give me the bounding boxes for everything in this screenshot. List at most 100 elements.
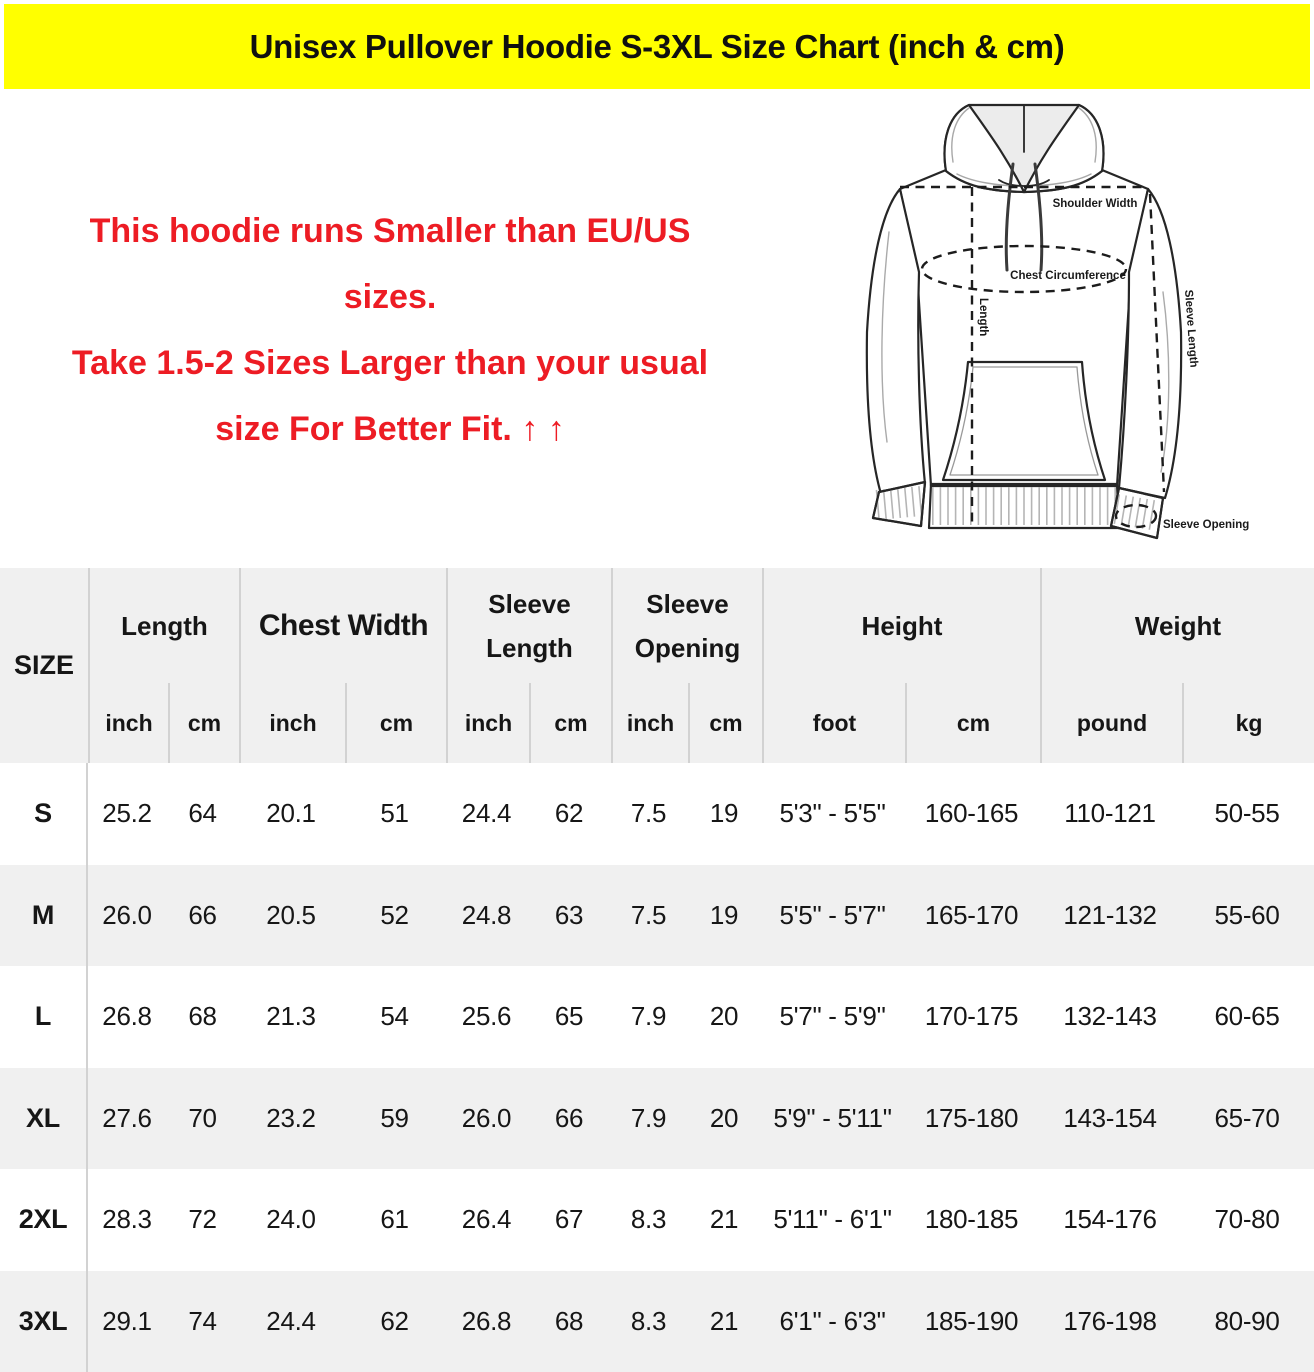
size-cell: XL [0, 1067, 88, 1169]
unit-header: inch [105, 709, 153, 736]
data-cell: 7.9 [630, 1001, 667, 1032]
size-cell: M [0, 864, 88, 966]
data-cell: 50-55 [1214, 798, 1280, 829]
data-cell: 80-90 [1214, 1305, 1280, 1336]
data-cell: 19 [709, 899, 739, 930]
data-cell: 65 [554, 1001, 584, 1032]
column-group-label: Length [121, 610, 208, 641]
sleeve-length-line [1148, 193, 1166, 493]
data-cell: 74 [188, 1305, 217, 1336]
data-cell: 7.5 [630, 798, 667, 829]
size-cell: 2XL [0, 1169, 88, 1271]
data-cell: 54 [380, 1001, 409, 1032]
data-cell: 59 [380, 1102, 409, 1133]
data-cell: 132-143 [1063, 1001, 1157, 1032]
diagram-label-shoulder-width: Shoulder Width [1053, 198, 1138, 210]
hoodie-sketch-icon: Shoulder Width Chest Circumference Lengt… [865, 103, 1249, 540]
column-group-height: Height foot cm [762, 568, 1040, 763]
note-line: This hoodie runs Smaller than EU/US [89, 212, 691, 250]
unit-header-row: pound kg [1042, 683, 1314, 763]
table-row-3xl: 3XL 29.1 74 24.4 62 26.8 68 8.3 21 6'1" … [0, 1270, 1314, 1372]
data-cell: 26.0 [461, 1102, 512, 1133]
data-cell: 143-154 [1063, 1102, 1157, 1133]
column-group-weight: Weight pound kg [1040, 568, 1314, 763]
unit-header: inch [464, 709, 513, 736]
data-cell: 5'3" - 5'5" [779, 798, 886, 829]
data-cell: 67 [554, 1204, 584, 1235]
data-cell: 5'9" - 5'11" [773, 1102, 892, 1133]
data-cell: 64 [188, 798, 217, 829]
diagram-label-sleeve-length: Sleeve Length [1182, 289, 1199, 368]
column-group-length: Length inch cm [88, 568, 239, 763]
unit-header: foot [812, 709, 857, 736]
column-group-label: Chest Width [258, 608, 429, 642]
table-body: S 25.2 64 20.1 51 24.4 62 7.5 19 5'3" - … [0, 763, 1314, 1372]
table-row-l: L 26.8 68 21.3 54 25.6 65 7.9 20 5'7" - … [0, 966, 1314, 1068]
diagram-label-chest-circumference: Chest Circumference [1010, 270, 1126, 282]
unit-header: cm [905, 683, 1040, 763]
data-cell: 24.4 [266, 1305, 316, 1336]
data-cell: 7.5 [630, 899, 667, 930]
data-cell: 185-190 [924, 1305, 1019, 1336]
diagram-label-length: Length [977, 298, 989, 336]
data-cell: 8.3 [630, 1204, 667, 1235]
unit-header: kg [1182, 683, 1314, 763]
sleeve-opening-line [1114, 503, 1158, 529]
unit-header: inch [626, 709, 675, 736]
title-banner: Unisex Pullover Hoodie S-3XL Size Chart … [4, 4, 1310, 89]
data-cell: 68 [554, 1305, 584, 1336]
data-cell: 62 [380, 1305, 409, 1336]
column-group-label: Height [861, 610, 943, 641]
data-cell: 23.2 [266, 1102, 316, 1133]
data-cell: 170-175 [924, 1001, 1019, 1032]
data-cell: 176-198 [1063, 1305, 1157, 1336]
data-cell: 66 [188, 899, 217, 930]
column-group-label: Sleeve Opening [634, 588, 741, 663]
note-line: sizes. [343, 278, 437, 316]
data-cell: 28.3 [102, 1204, 152, 1235]
table-row-xl: XL 27.6 70 23.2 59 26.0 66 7.9 20 5'9" -… [0, 1067, 1314, 1169]
unit-header: cm [688, 683, 762, 763]
column-group-label: Weight [1134, 610, 1222, 641]
data-cell: 175-180 [924, 1102, 1019, 1133]
data-cell: 20.5 [266, 899, 316, 930]
unit-header-row: foot cm [764, 683, 1040, 763]
data-cell: 21 [709, 1305, 739, 1336]
unit-header-row: inch cm [613, 683, 762, 763]
data-cell: 52 [380, 899, 409, 930]
page-title: Unisex Pullover Hoodie S-3XL Size Chart … [249, 27, 1065, 65]
size-cell: L [0, 966, 88, 1068]
data-cell: 61 [380, 1204, 409, 1235]
diagram-label-sleeve-opening: Sleeve Opening [1163, 519, 1249, 531]
data-cell: 20 [709, 1001, 739, 1032]
data-cell: 25.6 [461, 1001, 512, 1032]
data-cell: 26.0 [102, 899, 152, 930]
data-cell: 5'5" - 5'7" [779, 899, 886, 930]
note-line: Take 1.5-2 Sizes Larger than your usual [71, 344, 709, 382]
data-cell: 160-165 [924, 798, 1019, 829]
data-cell: 63 [554, 899, 584, 930]
data-cell: 5'11" - 6'1" [773, 1204, 892, 1235]
data-cell: 20 [709, 1102, 739, 1133]
data-cell: 29.1 [102, 1305, 152, 1336]
data-cell: 21.3 [266, 1001, 316, 1032]
data-cell: 26.4 [461, 1204, 512, 1235]
unit-header: cm [345, 683, 446, 763]
chest-circumference-line [920, 244, 1128, 294]
data-cell: 60-65 [1214, 1001, 1280, 1032]
data-cell: 24.0 [266, 1204, 316, 1235]
column-group-label: Sleeve Length [486, 588, 573, 663]
column-group-sleeve-length: Sleeve Length inch cm [446, 568, 611, 763]
table-row-2xl: 2XL 28.3 72 24.0 61 26.4 67 8.3 21 5'11"… [0, 1169, 1314, 1271]
data-cell: 26.8 [461, 1305, 512, 1336]
data-cell: 24.4 [461, 798, 512, 829]
data-cell: 51 [380, 798, 409, 829]
data-cell: 165-170 [924, 899, 1019, 930]
table-row-m: M 26.0 66 20.5 52 24.8 63 7.5 19 5'5" - … [0, 864, 1314, 966]
size-cell: S [0, 763, 88, 865]
data-cell: 66 [554, 1102, 584, 1133]
data-cell: 24.8 [461, 899, 512, 930]
data-cell: 154-176 [1063, 1204, 1157, 1235]
data-cell: 19 [709, 798, 739, 829]
data-cell: 55-60 [1214, 899, 1280, 930]
